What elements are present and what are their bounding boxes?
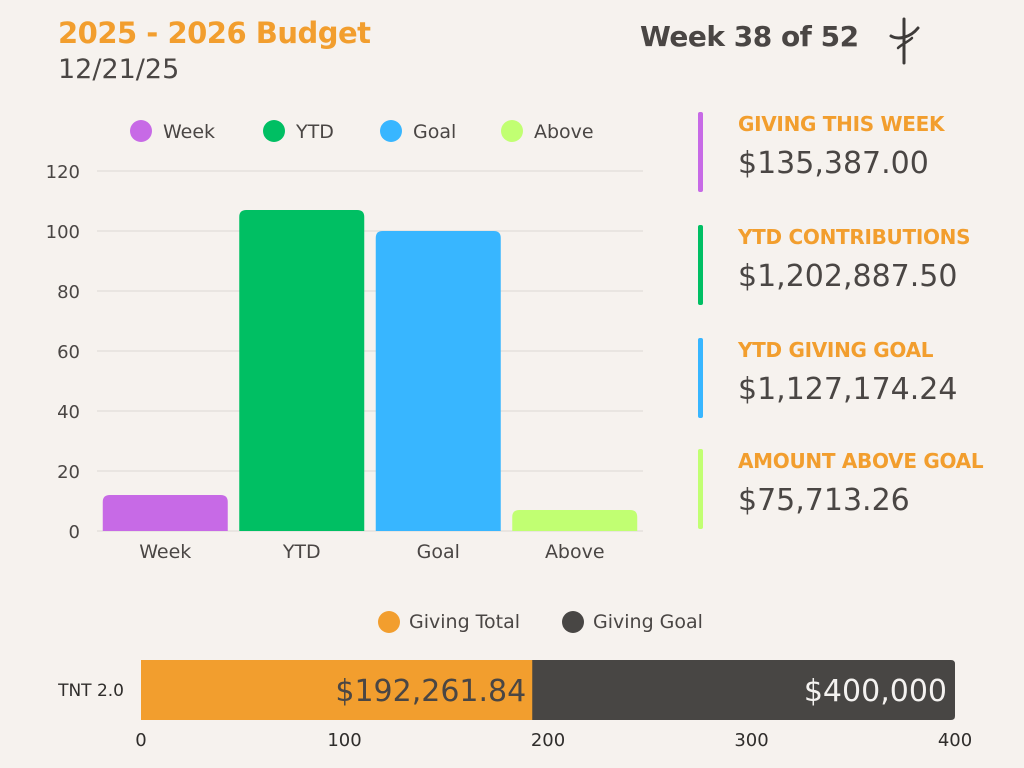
stat-amount-above-goal: AMOUNT ABOVE GOAL $75,713.26 [698, 449, 1018, 531]
legend-label: Giving Total [409, 611, 520, 633]
y-tick-label: 80 [57, 282, 80, 303]
legend-marker-week [130, 120, 152, 142]
x-tick-label: Goal [417, 541, 460, 563]
stat-accent-bar [698, 449, 703, 529]
stat-ytd-contributions: YTD CONTRIBUTIONS $1,202,887.50 [698, 225, 1018, 307]
bar-ytd [239, 210, 365, 531]
x-tick-label: Above [545, 541, 605, 563]
legend-label: Goal [413, 121, 456, 143]
stat-label: GIVING THIS WEEK [738, 112, 945, 136]
report-date: 12/21/25 [58, 54, 180, 85]
legend-marker-giving-total [378, 611, 400, 633]
legend-label: Above [534, 121, 594, 143]
stat-label: YTD CONTRIBUTIONS [738, 225, 971, 249]
y-tick-label: 120 [46, 162, 80, 183]
legend-marker-above [501, 120, 523, 142]
y-tick-label: 20 [57, 462, 80, 483]
stat-value: $135,387.00 [738, 146, 929, 181]
data-label-giving-goal: $400,000 [804, 674, 947, 709]
week-indicator: Week 38 of 52 [640, 20, 859, 53]
x-tick-label: 400 [938, 730, 972, 751]
x-tick-label: 200 [531, 730, 565, 751]
y-tick-label: 100 [46, 222, 80, 243]
y-tick-label: 0 [69, 522, 80, 543]
cross-logo-icon [889, 17, 920, 65]
legend-marker-ytd [263, 120, 285, 142]
bar-above [512, 510, 638, 531]
bar-giving-total [141, 660, 533, 720]
x-tick-label: 0 [135, 730, 146, 751]
x-tick-label: 300 [734, 730, 768, 751]
x-tick-label: 100 [327, 730, 361, 751]
legend-label: Week [163, 121, 215, 143]
x-tick-label: Week [139, 541, 191, 563]
data-label-giving-total: $192,261.84 [335, 674, 526, 709]
stat-value: $75,713.26 [738, 483, 910, 518]
bar-goal [375, 231, 501, 531]
stat-value: $1,202,887.50 [738, 259, 958, 294]
stat-label: YTD GIVING GOAL [738, 338, 934, 362]
x-tick-label: YTD [282, 541, 321, 563]
tnt-progress-chart: Giving Total Giving Goal TNT 2.0 $192,261.8… [57, 611, 972, 751]
y-tick-label: 60 [57, 342, 80, 363]
stat-ytd-giving-goal: YTD GIVING GOAL $1,127,174.24 [698, 338, 1018, 420]
stat-accent-bar [698, 112, 703, 192]
row-label: TNT 2.0 [57, 681, 124, 701]
stat-accent-bar [698, 338, 703, 418]
stat-giving-this-week: GIVING THIS WEEK $135,387.00 [698, 112, 1018, 194]
bar-week [102, 495, 228, 531]
legend-marker-goal [380, 120, 402, 142]
stat-value: $1,127,174.24 [738, 372, 958, 407]
budget-bar-chart: 0 20 40 60 80 100 120 Week YTD Goal Above Week YTD Go… [46, 120, 643, 563]
stat-accent-bar [698, 225, 703, 305]
legend-label: Giving Goal [593, 611, 703, 633]
legend-label: YTD [295, 121, 334, 143]
legend-marker-giving-goal [562, 611, 584, 633]
y-tick-label: 40 [57, 402, 80, 423]
stat-label: AMOUNT ABOVE GOAL [738, 449, 984, 473]
page-title: 2025 - 2026 Budget [58, 16, 371, 50]
